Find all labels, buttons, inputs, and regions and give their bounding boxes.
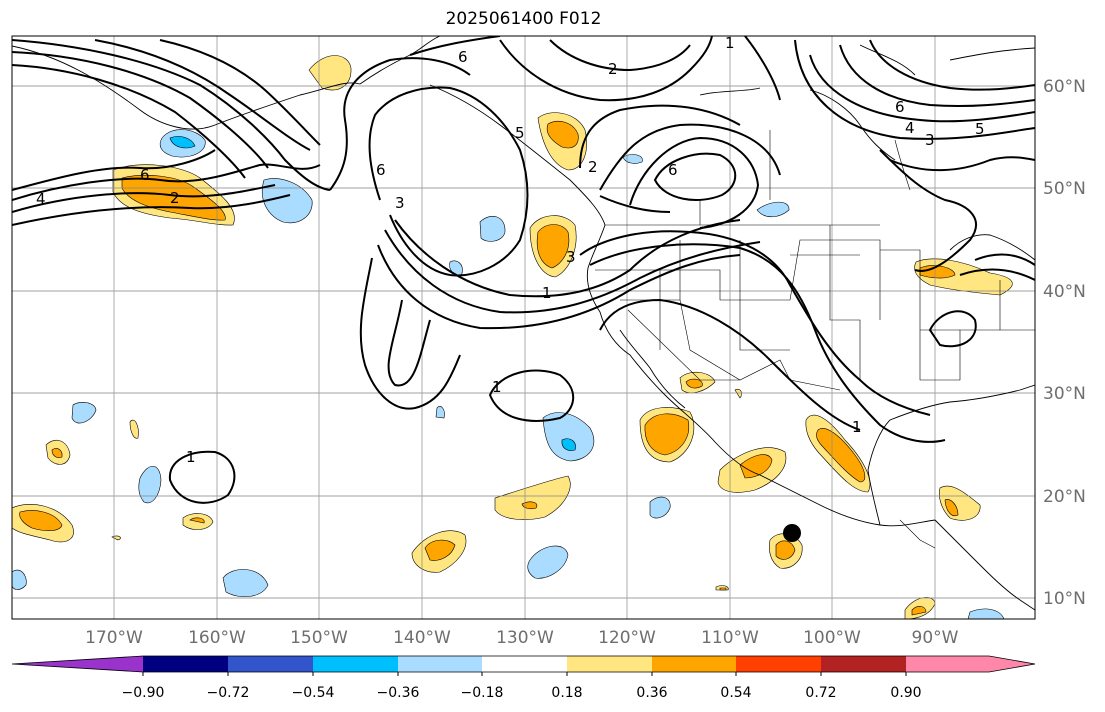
contour-label: 1 — [725, 34, 735, 52]
lon-label: 120°W — [598, 628, 656, 648]
colorbar-tick-label: 0.90 — [890, 685, 921, 701]
lon-label: 130°W — [496, 628, 554, 648]
colorbar-segment — [736, 656, 821, 672]
contour-label: 6 — [668, 161, 678, 179]
contour-label: 1 — [186, 448, 196, 466]
lon-label: 90°W — [912, 628, 959, 648]
lat-label: 40°N — [1043, 282, 1086, 302]
colorbar-segment — [228, 656, 313, 672]
contour-label: 6 — [458, 48, 468, 66]
lat-label: 50°N — [1043, 179, 1086, 199]
contour-labels: 6 2 4 6 2 5 6 3 1 1 1 2 6 3 6 4 3 5 1 1 — [36, 34, 985, 466]
colorbar-segment — [482, 656, 567, 672]
contour-label: 2 — [170, 189, 180, 207]
latitude-labels: 60°N 50°N 40°N 30°N 20°N 10°N — [1043, 77, 1086, 609]
lon-label: 150°W — [290, 628, 348, 648]
longitude-labels: 170°W 160°W 150°W 140°W 130°W 120°W 110°… — [85, 628, 959, 648]
colorbar-extend-right — [906, 656, 1035, 672]
contour-label: 3 — [925, 131, 935, 149]
contour-lines — [12, 36, 1035, 504]
contour-label: 6 — [140, 166, 150, 184]
colorbar-extend-left — [12, 656, 143, 672]
colorbar-tick-label: −0.18 — [461, 685, 504, 701]
colorbar-tick-label: −0.90 — [122, 685, 165, 701]
lat-label: 30°N — [1043, 384, 1086, 404]
map-title: 2025061400 F012 — [445, 9, 602, 29]
lon-label: 110°W — [701, 628, 759, 648]
map-frame — [11, 35, 1036, 620]
location-marker — [783, 524, 801, 542]
colorbar-tick-label: 0.18 — [551, 685, 582, 701]
lon-label: 160°W — [188, 628, 246, 648]
contour-label: 1 — [852, 418, 862, 436]
colorbar-segment — [821, 656, 906, 672]
contour-label: 5 — [975, 120, 985, 138]
lat-label: 20°N — [1043, 487, 1086, 507]
colorbar-segment — [652, 656, 736, 672]
colorbar-tick-label: 0.36 — [636, 685, 667, 701]
negative-anomaly-shading — [12, 129, 1005, 619]
colorbar-tick-label: 0.72 — [805, 685, 836, 701]
contour-label: 5 — [515, 124, 525, 142]
colorbar-tick-label: −0.54 — [292, 685, 335, 701]
contour-label: 4 — [905, 119, 915, 137]
contour-label: 2 — [608, 60, 618, 78]
lon-label: 170°W — [85, 628, 143, 648]
colorbar-tick-label: −0.72 — [207, 685, 250, 701]
colorbar-tick-label: 0.54 — [720, 685, 751, 701]
contour-label: 6 — [376, 161, 386, 179]
colorbar-segment — [143, 656, 228, 672]
coastlines — [12, 36, 1035, 611]
colorbar-tick-labels: −0.90 −0.72 −0.54 −0.36 −0.18 0.18 0.36 … — [122, 685, 922, 701]
contour-label: 1 — [542, 284, 552, 302]
contour-label: 2 — [588, 158, 598, 176]
lat-label: 10°N — [1043, 589, 1086, 609]
contour-label: 3 — [566, 248, 576, 266]
colorbar-segment — [398, 656, 482, 672]
colorbar-segment — [567, 656, 652, 672]
contour-label: 3 — [395, 194, 405, 212]
lon-label: 100°W — [803, 628, 861, 648]
contour-label: 1 — [492, 378, 502, 396]
colorbar-tick-label: −0.36 — [377, 685, 420, 701]
colorbar-segment — [313, 656, 398, 672]
colorbar — [11, 655, 1036, 676]
lon-label: 140°W — [393, 628, 451, 648]
lat-label: 60°N — [1043, 77, 1086, 97]
contour-label: 4 — [36, 190, 46, 208]
contour-label: 6 — [895, 98, 905, 116]
